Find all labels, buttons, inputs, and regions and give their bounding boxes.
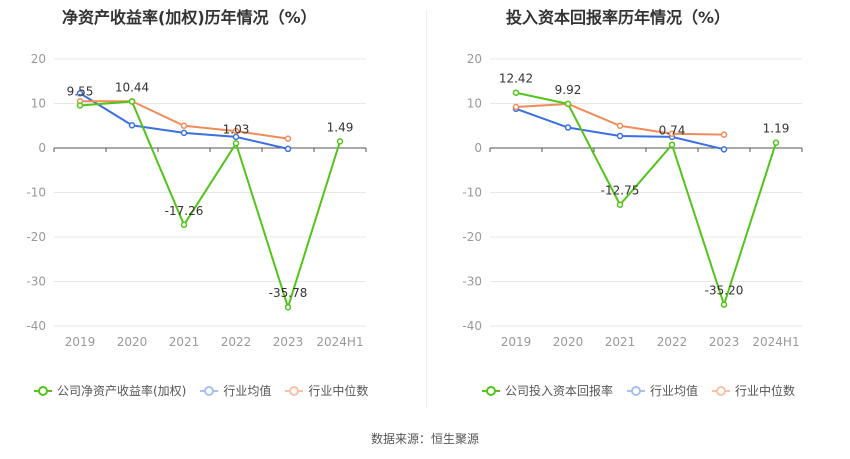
data-label: -35.20	[705, 284, 744, 298]
roic-line-chart: 20 10 0 -10 -20 -30 -40 2019 2020 2021 2022 2023 202…	[462, 52, 803, 349]
data-point-industry_avg	[180, 129, 188, 137]
y-tick-label: -10	[26, 186, 46, 200]
data-label: 9.92	[555, 83, 582, 97]
data-point-company	[128, 98, 136, 105]
legend-item-industry-median-roe[interactable]: 行业中位数	[285, 382, 368, 399]
y-tick-label: -20	[26, 230, 46, 244]
legend-item-industry-avg-roic[interactable]: 行业均值	[627, 382, 698, 399]
legend-item-company-roic[interactable]: 公司投入资本回报率	[482, 382, 613, 399]
y-tick-label: 10	[31, 97, 46, 111]
data-label: 1.49	[327, 120, 354, 134]
data-label: -12.75	[601, 184, 640, 198]
legend-item-industry-median-roic[interactable]: 行业中位数	[712, 382, 795, 399]
legend-roe: 公司净资产收益率(加权) 行业均值 行业中位数	[34, 382, 382, 399]
y-tick-label: 0	[474, 141, 482, 155]
legend-label: 行业中位数	[735, 384, 796, 398]
data-point-industry_avg	[76, 90, 84, 97]
legend-label: 公司投入资本回报率	[505, 384, 614, 398]
y-tick-label: 20	[31, 52, 46, 66]
data-point-industry_avg	[720, 146, 728, 153]
series-line-industry_avg	[515, 107, 725, 151]
y-tick-label: 0	[38, 141, 46, 155]
data-point-company	[180, 221, 188, 229]
x-tick-label: 2021	[605, 335, 636, 349]
x-tick-label: 2023	[709, 335, 740, 349]
x-tick-label: 2019	[65, 335, 96, 349]
x-tick-label: 2024H1	[752, 335, 799, 349]
data-label: 0.74	[659, 124, 686, 138]
legend-item-industry-avg-roe[interactable]: 行业均值	[200, 382, 271, 399]
x-tick-label: 2020	[117, 335, 148, 349]
legend-item-company-roe[interactable]: 公司净资产收益率(加权)	[34, 382, 186, 399]
data-point-industry_median	[720, 131, 728, 138]
x-tick-label: 2021	[169, 335, 200, 349]
legend-line-marker-icon	[285, 385, 304, 397]
data-point-company	[512, 89, 520, 96]
x-tick-label: 2019	[501, 335, 532, 349]
y-tick-label: -30	[462, 275, 482, 289]
x-tick-label: 2022	[657, 335, 688, 349]
legend-label: 行业均值	[223, 384, 272, 398]
data-point-industry_median	[232, 127, 240, 135]
data-point-industry_avg	[564, 124, 572, 131]
data-label: 1.03	[223, 122, 250, 136]
x-tick-label: 2023	[273, 335, 304, 349]
y-tick-label: -10	[462, 186, 482, 200]
legend-label: 公司净资产收益率(加权)	[57, 384, 187, 398]
legend-line-marker-icon	[712, 385, 731, 397]
data-point-company	[232, 140, 240, 147]
data-point-company	[284, 303, 292, 311]
data-point-industry_avg	[232, 133, 240, 141]
legend-label: 行业均值	[650, 384, 699, 398]
y-tick-label: -20	[462, 230, 482, 244]
data-point-company	[772, 139, 780, 146]
data-point-company	[336, 138, 344, 145]
chart-title-roic: 投入资本回报率历年情况（%）	[506, 8, 731, 27]
data-point-industry_median	[180, 122, 188, 129]
legend-label: 行业中位数	[308, 384, 369, 398]
chart-title-roe: 净资产收益率(加权)历年情况（%）	[62, 8, 317, 27]
data-point-industry_median	[616, 122, 624, 129]
y-tick-label: -40	[462, 319, 482, 333]
data-label: 9.55	[67, 85, 94, 99]
data-point-company	[564, 100, 572, 108]
x-tick-label: 2020	[553, 335, 584, 349]
data-source-note: 数据来源：恒生聚源	[370, 432, 479, 446]
data-point-company	[720, 301, 728, 308]
series-line-company	[515, 91, 777, 308]
y-tick-label: 20	[467, 52, 482, 66]
data-point-industry_avg	[616, 132, 624, 140]
legend-roic: 公司投入资本回报率 行业均值 行业中位数	[482, 382, 809, 399]
legend-line-marker-icon	[482, 385, 500, 397]
legend-line-marker-icon	[627, 385, 646, 397]
data-point-industry_median	[512, 103, 520, 111]
data-point-industry_median	[668, 130, 676, 138]
y-tick-label: 10	[467, 97, 482, 111]
x-tick-label: 2024H1	[316, 335, 363, 349]
y-tick-label: -40	[26, 319, 46, 333]
data-point-industry_median	[284, 135, 292, 142]
roe-line-chart: 20 10 0 -10 -20 -30 -40 2019 2020 2021 2022 2023 202…	[26, 52, 367, 349]
panel-divider	[426, 10, 427, 408]
y-tick-label: -30	[26, 275, 46, 289]
data-point-company	[616, 201, 624, 208]
data-label: 1.19	[763, 122, 790, 136]
legend-line-marker-icon	[34, 385, 52, 397]
data-point-industry_avg	[128, 122, 136, 129]
data-point-company	[76, 102, 84, 109]
data-label: 12.42	[499, 72, 533, 86]
series-line-company	[79, 100, 341, 311]
data-label: 10.44	[115, 81, 149, 95]
x-tick-label: 2022	[221, 335, 252, 349]
data-point-company	[668, 141, 676, 148]
data-point-industry_avg	[284, 145, 292, 153]
data-label: -35.78	[269, 286, 308, 300]
legend-line-marker-icon	[200, 385, 219, 397]
data-label: -17.26	[165, 204, 204, 218]
